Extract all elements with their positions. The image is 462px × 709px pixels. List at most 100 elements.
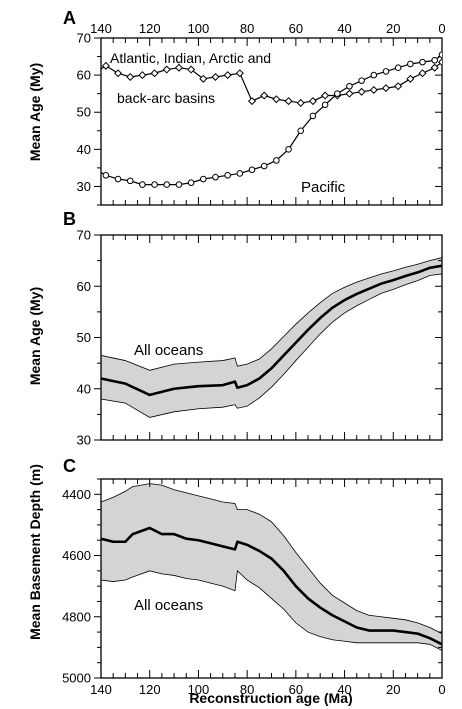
x-tick-label-top: 120 — [139, 21, 161, 36]
y-tick-label: 70 — [77, 228, 91, 243]
data-point-diamond — [296, 98, 305, 107]
data-point-circle — [236, 170, 244, 177]
data-point-diamond — [174, 63, 183, 72]
data-point-diamond — [284, 97, 293, 106]
panel-a-series — [91, 51, 442, 188]
y-tick-label: 60 — [77, 68, 91, 83]
data-point-circle — [394, 64, 402, 71]
x-tick-label: 100 — [188, 682, 210, 697]
y-tick-label: 4600 — [62, 548, 91, 563]
x-tick-label: 60 — [289, 682, 303, 697]
data-point-circle — [370, 71, 378, 79]
annotation-atlantic: Atlantic, Indian, Arctic and — [110, 50, 271, 66]
y-tick-label: 4800 — [62, 609, 91, 624]
data-point-diamond — [272, 95, 281, 104]
data-point-diamond — [248, 97, 257, 106]
data-point-diamond — [418, 69, 427, 78]
panel-c: C Mean Basement Depth (m) 4400 4600 4800 50… — [27, 456, 446, 697]
panel-c-letter: C — [63, 456, 76, 476]
x-tick-label-top: 100 — [188, 21, 210, 36]
data-point-diamond — [430, 63, 439, 72]
panel-b-ticks: 30 40 50 60 70 — [77, 228, 443, 448]
data-point-diamond — [235, 69, 244, 78]
panel-b-letter: B — [63, 209, 76, 229]
y-tick-label: 60 — [77, 279, 91, 294]
data-point-circle — [114, 175, 122, 183]
data-point-circle — [91, 165, 97, 171]
data-point-diamond — [162, 65, 171, 74]
data-point-circle — [419, 58, 426, 66]
data-point-diamond — [101, 61, 110, 70]
data-point-diamond — [369, 85, 378, 94]
data-point-circle — [248, 166, 256, 174]
data-point-diamond — [150, 69, 159, 78]
data-point-diamond — [199, 74, 208, 83]
x-tick-label-top: 140 — [90, 21, 112, 36]
data-point-circle — [102, 172, 110, 179]
x-tick-label: 20 — [386, 682, 400, 697]
data-point-circle — [139, 181, 146, 188]
x-tick-label: 0 — [438, 682, 445, 697]
annotation-pacific: Pacific — [301, 179, 346, 196]
data-point-circle — [151, 181, 158, 188]
data-point-circle — [163, 181, 171, 188]
data-point-circle — [438, 51, 442, 58]
panel-b: B Mean Age (My) 30 40 50 60 70 All oceans — [27, 209, 443, 448]
data-point-circle — [297, 127, 305, 135]
data-point-circle — [285, 146, 292, 153]
panel-c-ylabel: Mean Basement Depth (m) — [27, 464, 43, 640]
panel-b-series — [100, 264, 443, 397]
data-point-circle — [212, 173, 219, 181]
data-point-circle — [382, 68, 390, 75]
y-tick-label: 30 — [77, 433, 91, 448]
data-point-diamond — [308, 97, 317, 106]
x-tick-label-top: 40 — [337, 21, 351, 36]
data-point-diamond — [138, 71, 147, 80]
data-point-diamond — [406, 74, 415, 83]
x-axis-title: Reconstruction age (Ma) — [189, 690, 352, 706]
x-tick-label-top: 80 — [240, 21, 254, 36]
data-point-circle — [175, 181, 183, 188]
uncertainty-band — [100, 483, 443, 652]
annotation-all-oceans-b: All oceans — [134, 342, 203, 359]
data-point-diamond — [260, 91, 269, 100]
data-point-circle — [407, 60, 414, 68]
y-tick-label: 50 — [77, 105, 91, 120]
data-point-diamond — [394, 82, 403, 91]
data-point-diamond — [357, 87, 366, 96]
data-point-diamond — [223, 71, 232, 80]
data-point-circle — [273, 157, 280, 164]
data-point-diamond — [211, 72, 220, 81]
panel-c-band — [100, 483, 443, 652]
y-tick-label: 40 — [77, 381, 91, 396]
data-point-circle — [358, 77, 365, 84]
data-point-diamond — [126, 72, 135, 81]
data-point-circle — [346, 82, 353, 90]
data-point-diamond — [114, 69, 123, 78]
mean-line — [100, 526, 443, 646]
data-point-circle — [126, 177, 134, 185]
data-point-circle — [187, 179, 195, 187]
data-point-circle — [321, 101, 329, 109]
x-tick-label-top: 0 — [438, 21, 445, 36]
y-tick-label: 5000 — [62, 671, 91, 686]
y-tick-label: 30 — [77, 179, 91, 194]
y-tick-label: 50 — [77, 330, 91, 345]
data-point-circle — [431, 56, 438, 64]
x-tick-label-top: 60 — [289, 21, 303, 36]
x-tick-label: 120 — [139, 682, 161, 697]
x-tick-label: 140 — [90, 682, 112, 697]
annotation-all-oceans-c: All oceans — [134, 597, 203, 614]
panel-b-ylabel: Mean Age (My) — [27, 287, 43, 385]
y-tick-label: 40 — [77, 142, 91, 157]
panel-a-ylabel: Mean Age (My) — [27, 63, 43, 161]
data-point-diamond — [187, 65, 196, 74]
y-tick-label: 4400 — [62, 487, 91, 502]
x-tick-label: 40 — [337, 682, 351, 697]
annotation-back-arc: back-arc basins — [117, 90, 215, 106]
panel-a-letter: A — [63, 8, 76, 28]
